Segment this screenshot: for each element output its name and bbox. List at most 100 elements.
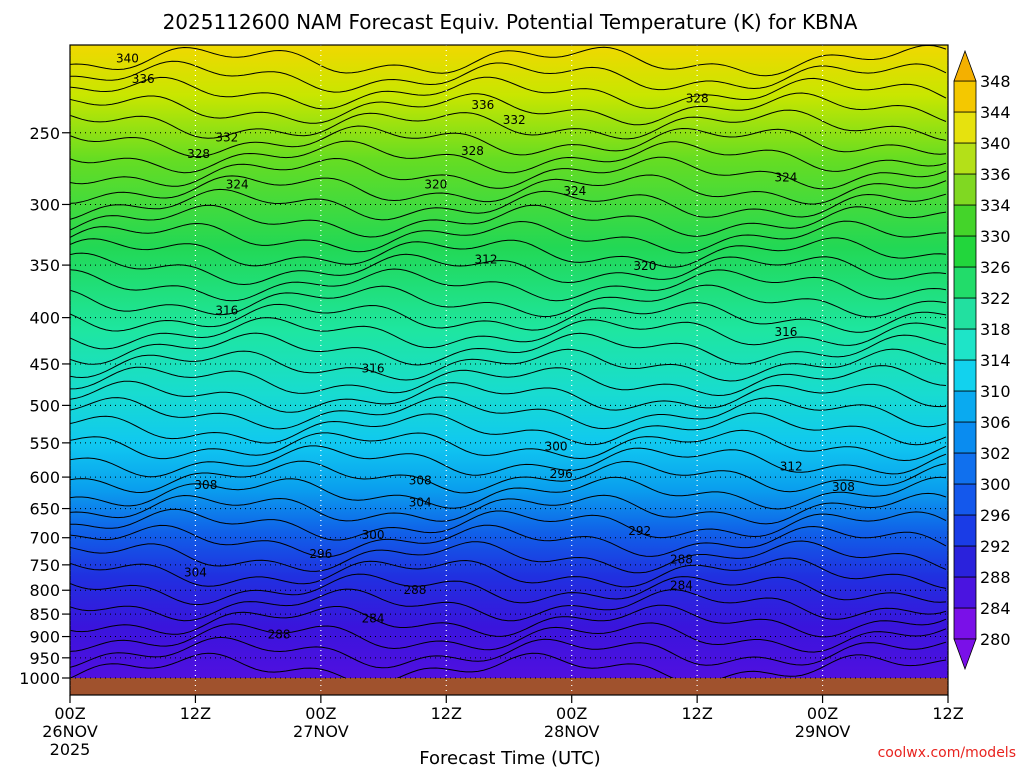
contour-label: 328 (686, 91, 709, 105)
colorbar-segment (953, 359, 977, 392)
contour-line (70, 622, 947, 653)
contour-line (70, 573, 947, 606)
contour-line (70, 109, 947, 141)
contour-line (70, 237, 947, 268)
contour-label: 288 (403, 583, 426, 597)
contour-line (70, 588, 947, 622)
contour-label: 284 (362, 612, 385, 626)
x-tick-label: 00Z (305, 704, 336, 723)
contour-label: 316 (362, 361, 385, 375)
colorbar-min-arrow (953, 638, 977, 671)
y-tick-label: 800 (29, 581, 60, 600)
contour-label: 296 (550, 467, 573, 481)
colorbar-label: 348 (980, 72, 1011, 91)
colorbar-segment (953, 483, 977, 516)
contour-lines (70, 45, 947, 678)
y-tick-label: 350 (29, 256, 60, 275)
contour-line (70, 429, 947, 462)
colorbar-label: 296 (980, 506, 1011, 525)
contour-label: 320 (424, 177, 447, 191)
contour-label: 336 (132, 72, 155, 86)
colorbar-label: 330 (980, 227, 1011, 246)
y-tick-label: 900 (29, 628, 60, 647)
contour-labels: 340 336 332 328 324 336 332 328 320 324 328 324 320 3… (116, 52, 855, 642)
x-year-label: 2025 (50, 740, 91, 759)
contour-label: 316 (775, 325, 798, 339)
colorbar-segment (953, 204, 977, 237)
contour-line (70, 220, 947, 254)
colorbar-label: 300 (980, 475, 1011, 494)
contour-line (70, 396, 947, 430)
colorbar-label: 288 (980, 568, 1011, 587)
x-tick-label: 00Z (54, 704, 85, 723)
contour-line (70, 156, 947, 190)
contour-label: 296 (309, 547, 332, 561)
y-tick-label: 1000 (19, 669, 60, 688)
chart-title: 2025112600 NAM Forecast Equiv. Potential… (163, 10, 858, 34)
y-tick-label: 650 (29, 500, 60, 519)
contour-line (70, 45, 947, 77)
contour-label: 292 (628, 524, 651, 538)
colorbar-label: 334 (980, 196, 1011, 215)
x-tick-label: 00Z (556, 704, 587, 723)
y-tick-label: 950 (29, 649, 60, 668)
colorbar-max-arrow (953, 49, 977, 82)
x-tick-label: 12Z (180, 704, 211, 723)
colorbar-label: 280 (980, 630, 1011, 649)
contour-line (70, 540, 947, 574)
colorbar-label: 292 (980, 537, 1011, 556)
contour-line (70, 302, 947, 333)
contour-line (70, 204, 947, 238)
x-tick-label: 12Z (431, 704, 462, 723)
contour-label: 308 (832, 480, 855, 494)
colorbar-label: 310 (980, 382, 1011, 401)
contour-label: 340 (116, 52, 139, 66)
y-axis: 250 300 350 400 450 500 550 600 650 700 750 800 850 9… (19, 124, 70, 688)
colorbar-segment (953, 142, 977, 175)
contour-line (70, 636, 947, 669)
y-tick-label: 450 (29, 355, 60, 374)
contour-label: 332 (215, 130, 238, 144)
contour-label: 308 (194, 478, 217, 492)
colorbar-segment (953, 173, 977, 206)
contour-line (70, 188, 947, 221)
contour-label: 320 (633, 259, 656, 273)
colorbar-label: 322 (980, 289, 1011, 308)
contour-label: 284 (670, 578, 693, 592)
contour-label: 316 (215, 304, 238, 318)
y-tick-label: 250 (29, 124, 60, 143)
contour-line (70, 92, 947, 126)
x-date-label: 26NOV (42, 722, 98, 741)
y-tick-label: 600 (29, 468, 60, 487)
x-axis-label: Forecast Time (UTC) (419, 748, 600, 768)
y-tick-label: 850 (29, 605, 60, 624)
contour-line (70, 284, 947, 318)
y-tick-label: 300 (29, 195, 60, 214)
y-tick-label: 700 (29, 529, 60, 548)
contour-line (70, 524, 947, 558)
contour-label: 332 (503, 113, 526, 127)
x-tick-label: 00Z (807, 704, 838, 723)
plot-background (70, 45, 948, 678)
x-date-label: 28NOV (544, 722, 600, 741)
colorbar-label: 318 (980, 320, 1011, 339)
contour-line (70, 445, 947, 478)
contour-label: 324 (226, 177, 249, 191)
contour-line (70, 508, 947, 541)
contour-label: 288 (670, 553, 693, 567)
contour-label: 308 (409, 473, 432, 487)
colorbar-segment (953, 297, 977, 330)
contour-line (70, 492, 947, 525)
contour-line (70, 268, 947, 302)
y-tick-label: 400 (29, 309, 60, 328)
colorbar-segment (953, 452, 977, 485)
contour-line (70, 652, 947, 678)
ground-surface (70, 678, 948, 695)
colorbar-segment (953, 111, 977, 144)
contour-label: 300 (545, 439, 568, 453)
x-date-label: 29NOV (795, 722, 851, 741)
colorbar-label: 336 (980, 165, 1011, 184)
contour-label: 324 (563, 184, 586, 198)
contour-line (70, 174, 947, 205)
